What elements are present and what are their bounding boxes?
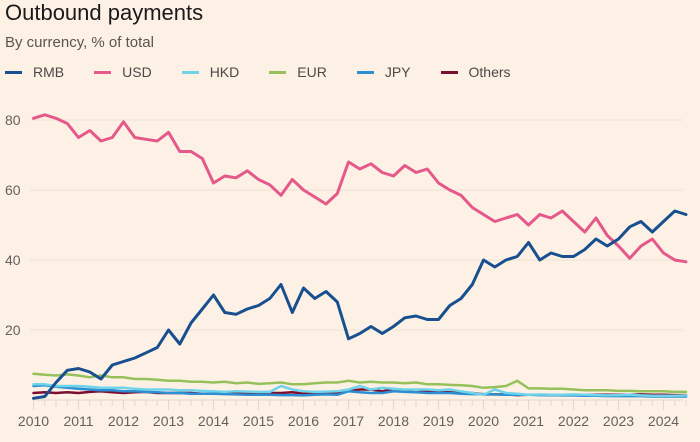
legend-label: RMB bbox=[33, 64, 65, 80]
x-tick-label: 2023 bbox=[603, 413, 634, 429]
legend-label: HKD bbox=[209, 64, 240, 80]
legend-label: USD bbox=[122, 64, 152, 80]
x-tick-label: 2013 bbox=[153, 413, 184, 429]
chart-title: Outbound payments bbox=[5, 0, 204, 25]
x-tick-label: 2016 bbox=[288, 413, 319, 429]
series-line-eur bbox=[32, 372, 688, 394]
legend-label: JPY bbox=[384, 64, 411, 80]
x-tick-label: 2022 bbox=[558, 413, 589, 429]
y-tick-label: 80 bbox=[5, 112, 21, 128]
legend-swatch bbox=[94, 70, 112, 74]
x-tick-label: 2020 bbox=[468, 413, 499, 429]
legend-item-eur: EUR bbox=[269, 64, 327, 80]
y-tick-label: 40 bbox=[5, 252, 21, 268]
legend-swatch bbox=[181, 70, 199, 74]
x-tick-label: 2014 bbox=[198, 413, 229, 429]
legend-swatch bbox=[356, 70, 374, 74]
x-tick-label: 2018 bbox=[378, 413, 409, 429]
legend: RMB USD HKD EUR JPY Others bbox=[5, 64, 541, 80]
y-tick-label: 20 bbox=[5, 322, 21, 338]
legend-swatch bbox=[440, 70, 458, 74]
x-tick-label: 2012 bbox=[108, 413, 139, 429]
series-line-rmb bbox=[32, 209, 688, 400]
x-tick-label: 2017 bbox=[333, 413, 364, 429]
legend-label: EUR bbox=[297, 64, 327, 80]
legend-item-others: Others bbox=[440, 64, 511, 80]
legend-swatch bbox=[5, 70, 22, 74]
series-line-hkd bbox=[32, 383, 688, 398]
legend-item-jpy: JPY bbox=[356, 64, 411, 80]
x-tick-label: 2024 bbox=[648, 413, 679, 429]
x-tick-label: 2021 bbox=[513, 413, 544, 429]
x-tick-label: 2011 bbox=[63, 413, 93, 429]
legend-label: Others bbox=[468, 64, 511, 80]
legend-swatch bbox=[269, 70, 287, 74]
x-tick-label: 2015 bbox=[243, 413, 274, 429]
x-tick-label: 2019 bbox=[423, 413, 454, 429]
legend-item-rmb: RMB bbox=[5, 64, 64, 80]
legend-item-usd: USD bbox=[94, 64, 152, 80]
y-tick-label: 60 bbox=[5, 182, 21, 198]
series-line-usd bbox=[32, 113, 688, 264]
chart-subtitle: By currency, % of total bbox=[5, 34, 154, 51]
legend-item-hkd: HKD bbox=[181, 64, 240, 80]
x-tick-label: 2010 bbox=[18, 413, 49, 429]
